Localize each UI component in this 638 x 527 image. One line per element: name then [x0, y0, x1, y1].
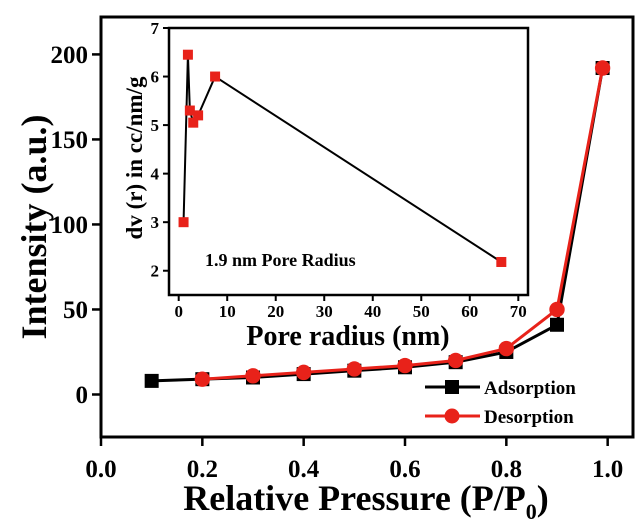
inset-series-0-point — [184, 105, 195, 116]
main-x-tick-label: 0.8 — [491, 456, 522, 483]
main-y-axis-title: Intensity (a.u.) — [14, 114, 54, 339]
main-x-tick-label: 1.0 — [592, 456, 623, 483]
inset-y-tick-label: 4 — [151, 165, 160, 184]
main-series-1-point — [346, 361, 363, 377]
main-y-tick-label: 0 — [76, 382, 89, 409]
legend-label-adsorption: Adsorption — [484, 378, 576, 399]
inset-x-axis-title: Pore radius (nm) — [246, 321, 449, 352]
main-series-group — [144, 60, 611, 388]
inset-x-tick-label: 60 — [461, 302, 478, 321]
main-y-tick-label: 200 — [51, 42, 89, 69]
inset-y-tick-label: 3 — [151, 213, 160, 232]
inset-y-tick-label: 2 — [151, 262, 160, 281]
inset-y-axis-title: dv (r) in cc/nm/g — [122, 76, 147, 239]
main-series-1-point — [194, 371, 211, 387]
legend-label-desorption: Desorption — [484, 407, 574, 428]
inset-x-tick-label: 0 — [174, 302, 183, 321]
inset-axis-ticks: 0 10 20 30 40 50 60 70 2 3 4 5 6 7 — [151, 19, 527, 321]
main-series-1-point — [295, 364, 312, 381]
inset-plot-frame — [167, 26, 530, 297]
inset-y-tick-label: 6 — [151, 67, 160, 86]
main-y-tick-label: 50 — [63, 297, 88, 324]
inset-y-tick-label: 5 — [151, 116, 160, 135]
main-series-1-point — [447, 352, 464, 369]
main-x-axis-title-close: ) — [537, 478, 549, 518]
main-x-axis-title-text: Relative Pressure (P/P — [183, 478, 526, 518]
main-x-tick-label: 0.6 — [389, 456, 420, 483]
inset-annotation: 1.9 nm Pore Radius — [205, 250, 356, 270]
main-y-tick-label: 150 — [51, 127, 89, 154]
main-x-tick-label: 0.4 — [288, 456, 320, 483]
inset-series-0-point — [496, 256, 507, 267]
main-x-axis-title: Relative Pressure (P/P0) — [183, 478, 549, 524]
inset-x-tick-label: 40 — [364, 302, 381, 321]
inset-y-tick-label: 7 — [151, 19, 160, 38]
main-x-tick-label: 0.2 — [187, 456, 218, 483]
inset-x-tick-label: 50 — [413, 302, 430, 321]
inset-x-tick-label: 30 — [316, 302, 333, 321]
main-series-1-point — [549, 301, 565, 318]
main-y-tick-label: 100 — [51, 212, 89, 239]
inset-series-group — [178, 49, 507, 267]
main-series-0-point — [550, 317, 564, 332]
inset-series-0-point — [210, 71, 221, 82]
main-x-tick-label: 0.0 — [85, 456, 116, 483]
main-series-1-point — [498, 340, 515, 357]
main-series-1-point — [245, 368, 261, 384]
inset-x-tick-label: 70 — [510, 302, 527, 321]
inset-series-0-point — [193, 110, 204, 121]
inset-x-tick-label: 20 — [267, 302, 284, 321]
inset-x-tick-label: 10 — [219, 302, 236, 321]
inset-series-0-point — [182, 49, 193, 60]
legend-marker-desorption — [444, 408, 460, 424]
main-x-axis-title-subscript: 0 — [526, 499, 537, 524]
inset-series-0-point — [178, 217, 189, 228]
main-plot-frame — [99, 15, 635, 439]
main-series-0-point — [144, 373, 159, 388]
legend-marker-adsorption — [445, 380, 459, 394]
inset-series-0-point — [188, 117, 199, 128]
legend: Adsorption Desorption — [425, 378, 576, 428]
main-series-1-point — [594, 60, 611, 76]
main-series-1-point — [397, 357, 413, 374]
